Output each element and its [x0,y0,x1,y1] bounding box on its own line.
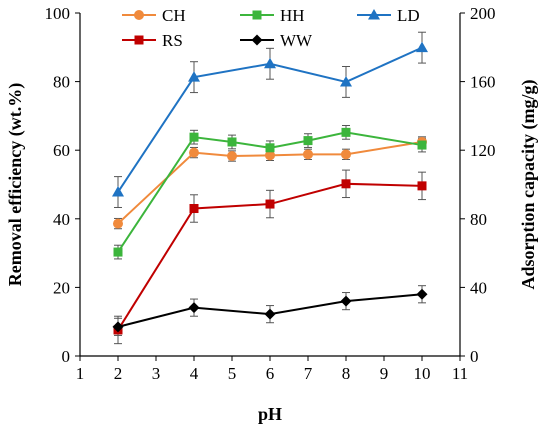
legend-marker-hh [252,10,262,20]
point-rs [341,179,351,189]
legend-label-rs: RS [162,31,183,50]
legend-item-ld: LD [357,6,420,25]
point-ld [264,57,276,69]
y-axis-left-title: Removal efficiency (wt.%) [5,83,26,286]
point-rs [189,204,199,214]
legend-item-hh: HH [240,6,305,25]
y-tick-label-right: 200 [470,4,496,23]
point-hh [303,136,313,146]
y-tick-label-left: 100 [45,4,71,23]
point-hh [227,137,237,147]
y-tick-label-left: 60 [53,141,70,160]
y-tick-label-left: 40 [53,210,70,229]
x-tick-label: 8 [342,364,351,383]
series-markers [112,41,428,335]
point-ch [265,150,275,161]
x-tick-label: 3 [152,364,161,383]
legend: CH HH LD RS WW [122,6,420,50]
x-tick-label: 10 [414,364,431,383]
point-hh [417,140,427,150]
point-ch [113,218,123,229]
point-ww [188,302,200,314]
y-tick-label-right: 40 [470,278,487,297]
point-ld [188,71,200,82]
legend-item-rs: RS [122,31,183,50]
point-ww [340,295,352,307]
point-ww [264,308,276,320]
y-axis-right-title: Adsorption capacity (mg/g) [518,80,539,290]
y-tick-label-right: 160 [470,73,496,92]
legend-item-ch: CH [122,6,186,25]
point-ld [112,186,124,197]
point-ch [189,147,199,158]
y-tick-label-left: 0 [62,347,71,366]
legend-label-ch: CH [162,6,186,25]
x-tick-label: 5 [228,364,237,383]
x-tick-label: 4 [190,364,199,383]
x-tick-label: 11 [452,364,468,383]
legend-marker-ld [368,9,380,20]
legend-marker-ch [134,10,144,20]
point-rs [417,181,427,191]
point-ch [227,151,237,162]
point-ww [416,288,428,300]
legend-marker-ww [251,34,263,46]
y-tick-label-left: 80 [53,73,70,92]
legend-label-ld: LD [397,6,420,25]
x-tick-label: 7 [304,364,313,383]
point-hh [265,143,275,153]
point-hh [113,247,123,257]
legend-item-ww: WW [240,31,313,50]
y-tick-label-right: 80 [470,210,487,229]
legend-marker-rs [134,35,144,45]
x-axis-title: pH [258,404,282,424]
x-tick-label: 1 [76,364,85,383]
point-ch [341,149,351,160]
legend-label-hh: HH [280,6,305,25]
point-ld [340,75,352,87]
y-tick-label-right: 0 [470,347,479,366]
x-tick-label: 6 [266,364,275,383]
point-ww [112,321,124,333]
point-ch [303,149,313,160]
point-hh [341,127,351,137]
series-lines [117,46,423,331]
y-tick-label-right: 120 [470,141,496,160]
x-tick-label: 9 [380,364,389,383]
point-hh [189,132,199,142]
x-tick-label: 2 [114,364,123,383]
legend-label-ww: WW [280,31,313,50]
point-ld [416,41,428,53]
point-rs [265,199,275,209]
y-tick-label-left: 20 [53,278,70,297]
